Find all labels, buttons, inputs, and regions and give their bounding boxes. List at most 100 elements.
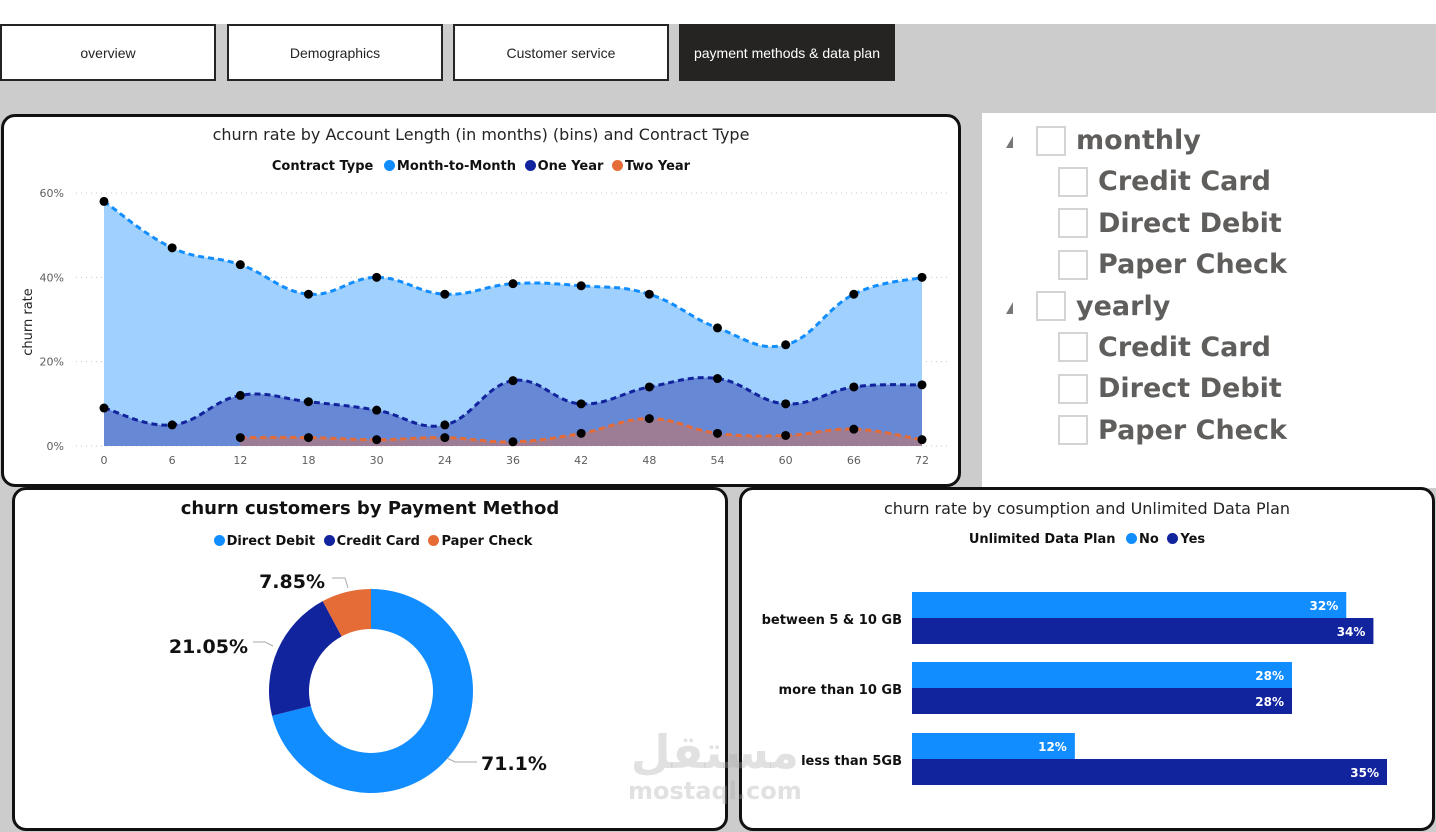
data-point-two-year[interactable] bbox=[576, 428, 586, 438]
slicer-group-label: yearly bbox=[1076, 290, 1171, 322]
data-point-one-year[interactable] bbox=[304, 397, 313, 407]
data-point-month-to-month[interactable] bbox=[99, 196, 109, 206]
data-point-one-year[interactable] bbox=[440, 420, 450, 430]
nav-button-overview[interactable]: overview bbox=[0, 24, 216, 81]
data-point-one-year[interactable] bbox=[372, 405, 382, 415]
x-tick-label: 12 bbox=[233, 454, 247, 467]
data-point-two-year[interactable] bbox=[644, 414, 654, 424]
data-point-month-to-month[interactable] bbox=[508, 279, 518, 289]
data-point-one-year[interactable] bbox=[508, 376, 518, 386]
checkbox[interactable] bbox=[1058, 332, 1088, 362]
x-tick-label: 60 bbox=[779, 454, 793, 467]
bar-yes[interactable] bbox=[912, 688, 1292, 714]
expand-triangle-icon[interactable] bbox=[1006, 301, 1013, 314]
data-point-one-year[interactable] bbox=[644, 382, 654, 392]
bar-yes[interactable] bbox=[912, 759, 1387, 785]
data-point-two-year[interactable] bbox=[372, 435, 382, 445]
slicer-group-monthly[interactable]: monthly bbox=[1036, 125, 1201, 156]
donut-slice-paper-check[interactable] bbox=[322, 589, 371, 637]
data-point-two-year[interactable] bbox=[440, 433, 450, 443]
checkbox[interactable] bbox=[1058, 415, 1088, 445]
area-chart-panel: churn rate by Account Length (in months)… bbox=[1, 114, 961, 487]
data-point-one-year[interactable] bbox=[99, 403, 109, 413]
data-point-one-year[interactable] bbox=[576, 399, 586, 409]
nav-button-demographics[interactable]: Demographics bbox=[227, 24, 443, 81]
data-point-one-year[interactable] bbox=[849, 382, 859, 392]
slicer-group-yearly[interactable]: yearly bbox=[1036, 291, 1170, 322]
data-point-two-year[interactable] bbox=[781, 430, 791, 440]
slicer-item[interactable]: Paper Check bbox=[1058, 415, 1287, 446]
legend-item-two-year[interactable]: Two Year bbox=[624, 159, 691, 174]
data-point-one-year[interactable] bbox=[235, 390, 245, 400]
slicer-item[interactable]: Paper Check bbox=[1058, 249, 1287, 280]
data-point-two-year[interactable] bbox=[917, 435, 927, 445]
data-point-month-to-month[interactable] bbox=[644, 289, 654, 299]
checkbox[interactable] bbox=[1058, 373, 1088, 404]
legend-item-no[interactable]: No bbox=[1139, 532, 1159, 547]
data-point-one-year[interactable] bbox=[713, 374, 722, 384]
bar-category-label: less than 5GB bbox=[801, 754, 902, 769]
bar-value-label: 28% bbox=[1255, 669, 1284, 683]
bar-value-label: 28% bbox=[1255, 695, 1284, 709]
legend-dot-two-year-icon bbox=[611, 160, 623, 171]
legend-item-direct-debit[interactable]: Direct Debit bbox=[226, 534, 316, 549]
nav-button-customer-service[interactable]: Customer service bbox=[453, 24, 669, 81]
data-point-two-year[interactable] bbox=[508, 437, 518, 447]
legend-title: Contract Type bbox=[271, 159, 374, 174]
slicer-item-label: Paper Check bbox=[1098, 414, 1287, 446]
x-tick-label: 72 bbox=[915, 454, 929, 467]
slicer-item[interactable]: Credit Card bbox=[1058, 332, 1271, 363]
slicer-item-label: Direct Debit bbox=[1098, 207, 1282, 239]
bar-yes[interactable] bbox=[912, 618, 1374, 644]
data-point-month-to-month[interactable] bbox=[713, 323, 722, 333]
data-point-month-to-month[interactable] bbox=[781, 340, 791, 350]
area-chart-legend: Contract Type Month-to-Month One Year Tw… bbox=[4, 159, 958, 174]
donut-slice-direct-debit[interactable] bbox=[272, 589, 473, 793]
nav-button-payment-methods[interactable]: payment methods & data plan bbox=[679, 24, 895, 81]
data-point-two-year[interactable] bbox=[304, 433, 313, 443]
bar-no[interactable] bbox=[912, 662, 1292, 688]
legend-item-one-year[interactable]: One Year bbox=[537, 159, 604, 174]
slicer-item[interactable]: Direct Debit bbox=[1058, 208, 1282, 239]
y-tick-label: 60% bbox=[40, 187, 64, 200]
data-point-month-to-month[interactable] bbox=[917, 272, 927, 282]
data-point-month-to-month[interactable] bbox=[372, 272, 382, 282]
bar-no[interactable] bbox=[912, 733, 1075, 759]
checkbox[interactable] bbox=[1058, 166, 1088, 197]
checkbox[interactable] bbox=[1036, 125, 1066, 156]
legend-item-month-to-month[interactable]: Month-to-Month bbox=[396, 159, 517, 174]
top-margin bbox=[0, 0, 1436, 24]
x-tick-label: 6 bbox=[169, 454, 176, 467]
bar-no[interactable] bbox=[912, 592, 1347, 618]
legend-dot-credit-card-icon bbox=[323, 535, 335, 546]
data-point-two-year[interactable] bbox=[235, 433, 245, 443]
data-point-month-to-month[interactable] bbox=[304, 289, 313, 299]
slicer-item-label: Credit Card bbox=[1098, 166, 1272, 197]
donut-slice-credit-card[interactable] bbox=[269, 601, 342, 716]
checkbox[interactable] bbox=[1036, 291, 1066, 321]
data-point-one-year[interactable] bbox=[917, 380, 927, 390]
slicer-item[interactable]: Credit Card bbox=[1058, 166, 1271, 197]
data-point-two-year[interactable] bbox=[849, 424, 859, 434]
slicer-item[interactable]: Direct Debit bbox=[1058, 373, 1282, 404]
slicer-group-label: monthly bbox=[1076, 125, 1201, 156]
data-point-month-to-month[interactable] bbox=[849, 289, 859, 299]
data-point-one-year[interactable] bbox=[781, 399, 791, 409]
y-tick-label: 0% bbox=[47, 440, 64, 453]
x-tick-label: 18 bbox=[302, 454, 316, 467]
donut-label-direct-debit: 71.1% bbox=[481, 753, 547, 775]
data-point-month-to-month[interactable] bbox=[440, 289, 450, 299]
bar-value-label: 35% bbox=[1350, 766, 1379, 780]
checkbox[interactable] bbox=[1058, 208, 1088, 238]
legend-item-paper-check[interactable]: Paper Check bbox=[441, 534, 533, 549]
legend-item-credit-card[interactable]: Credit Card bbox=[336, 534, 420, 549]
checkbox[interactable] bbox=[1058, 249, 1088, 280]
data-point-month-to-month[interactable] bbox=[235, 260, 245, 270]
data-point-month-to-month[interactable] bbox=[576, 281, 586, 291]
data-point-month-to-month[interactable] bbox=[167, 243, 177, 253]
data-point-one-year[interactable] bbox=[167, 420, 177, 430]
legend-item-yes[interactable]: Yes bbox=[1180, 532, 1206, 547]
y-axis-label: churn rate bbox=[21, 288, 36, 356]
expand-triangle-icon[interactable] bbox=[1006, 136, 1013, 148]
data-point-two-year[interactable] bbox=[713, 428, 722, 438]
